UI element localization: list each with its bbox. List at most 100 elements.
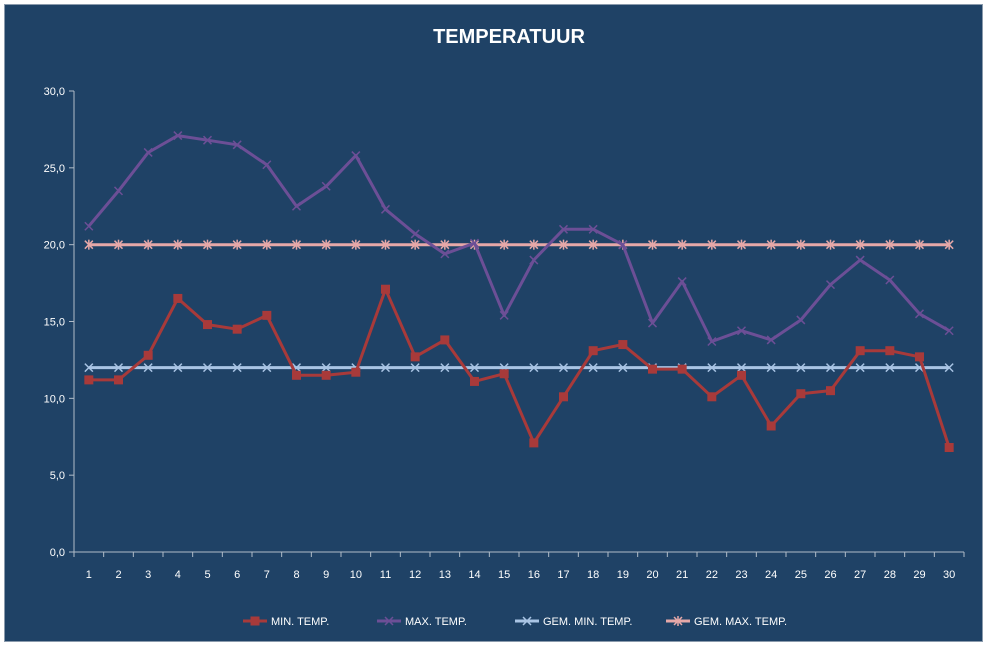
data-point	[114, 375, 123, 385]
marker-stroke	[647, 318, 658, 328]
data-point	[410, 239, 420, 250]
marker-stroke	[262, 160, 272, 170]
data-point	[915, 352, 924, 362]
marker-stroke	[410, 229, 420, 239]
legend-swatch-marker	[384, 616, 394, 626]
data-point	[707, 239, 717, 250]
data-point	[529, 363, 539, 373]
marker-stroke	[84, 363, 94, 373]
marker-stroke	[469, 363, 480, 373]
data-point	[677, 277, 687, 287]
data-point	[737, 370, 746, 380]
data-point	[113, 186, 124, 196]
x-tick-label: 24	[765, 569, 777, 581]
data-point	[381, 284, 390, 294]
marker-stroke	[618, 240, 628, 250]
marker-stroke	[173, 363, 183, 373]
data-point	[202, 239, 213, 250]
marker-stroke	[796, 315, 806, 325]
marker-stroke	[202, 135, 213, 145]
data-point	[647, 318, 658, 328]
data-point	[380, 204, 391, 214]
legend-item: MIN. TEMP.	[243, 616, 329, 628]
marker-stroke	[944, 326, 954, 336]
x-tick-label: 14	[468, 569, 480, 581]
data-point	[707, 363, 717, 373]
x-tick-label: 3	[145, 569, 151, 581]
data-point	[173, 293, 183, 303]
data-point	[766, 421, 776, 431]
marker-stroke	[588, 224, 598, 234]
y-tick-label: 20,0	[44, 240, 65, 252]
data-point	[499, 239, 509, 250]
data-point	[321, 363, 331, 373]
marker-stroke	[707, 363, 717, 373]
x-tick-label: 16	[528, 569, 540, 581]
x-tick-label: 11	[380, 569, 391, 581]
data-point	[677, 239, 687, 250]
data-point	[855, 346, 865, 356]
legend-label: GEM. MIN. TEMP.	[543, 616, 632, 628]
data-point	[796, 389, 806, 399]
legend: MIN. TEMP. MAX. TEMP. GEM. MIN. TEMP. GEM. …	[243, 616, 787, 628]
series-gem-max-temp	[84, 239, 954, 250]
data-point	[707, 392, 717, 402]
marker-stroke	[499, 310, 509, 320]
data-point	[648, 364, 657, 374]
marker-stroke	[321, 363, 331, 373]
data-point	[291, 201, 302, 211]
data-point	[410, 229, 420, 239]
series-max-temp	[84, 131, 954, 347]
y-tick-label: 10,0	[44, 393, 65, 405]
data-point	[321, 370, 331, 380]
marker-stroke	[796, 363, 806, 373]
legend-label: MIN. TEMP.	[271, 616, 329, 628]
y-tick-label: 25,0	[44, 163, 65, 175]
data-point	[232, 239, 242, 250]
legend-item: GEM. MIN. TEMP.	[515, 616, 632, 628]
data-point	[143, 239, 153, 250]
x-tick-label: 10	[350, 569, 362, 581]
data-point	[351, 367, 361, 377]
data-point	[202, 363, 213, 373]
marker-stroke	[440, 363, 450, 373]
legend-swatch-marker	[673, 616, 683, 626]
marker-stroke	[84, 221, 94, 231]
x-tick-label: 26	[824, 569, 836, 581]
data-point	[736, 239, 747, 250]
marker-stroke	[855, 363, 865, 373]
marker-stroke	[529, 363, 539, 373]
legend-item: MAX. TEMP.	[377, 616, 467, 628]
marker-stroke	[113, 363, 124, 373]
temperature-chart: TEMPERATUUR 0,05,010,015,020,025,030,01 2…	[44, 26, 965, 628]
axes: 0,05,010,015,020,025,030,01 2 3 4 5 6 7 8 9 10 11 1…	[44, 86, 965, 581]
data-point	[440, 335, 450, 345]
chart-title: TEMPERATUUR	[433, 26, 585, 48]
data-point	[855, 363, 865, 373]
y-tick-label: 30,0	[44, 86, 65, 98]
data-point	[559, 392, 568, 402]
data-point	[736, 363, 747, 373]
data-point	[203, 320, 212, 330]
x-tick-label: 4	[175, 569, 181, 581]
data-point	[351, 151, 361, 161]
data-point	[558, 239, 569, 250]
data-point	[796, 239, 806, 250]
marker-stroke	[558, 224, 569, 234]
marker-stroke	[529, 255, 539, 265]
marker-stroke	[855, 255, 865, 265]
data-point	[143, 350, 153, 360]
marker-stroke	[384, 616, 394, 626]
series-gem-min-temp	[84, 363, 954, 373]
data-point	[707, 336, 717, 347]
x-tick-label: 29	[913, 569, 925, 581]
data-point	[440, 363, 450, 373]
data-point	[618, 363, 628, 373]
data-point	[440, 239, 450, 250]
marker-stroke	[469, 238, 480, 248]
x-tick-label: 22	[706, 569, 718, 581]
marker-stroke	[351, 151, 361, 161]
marker-stroke	[202, 363, 213, 373]
data-point	[618, 240, 628, 250]
marker-stroke	[914, 309, 925, 319]
